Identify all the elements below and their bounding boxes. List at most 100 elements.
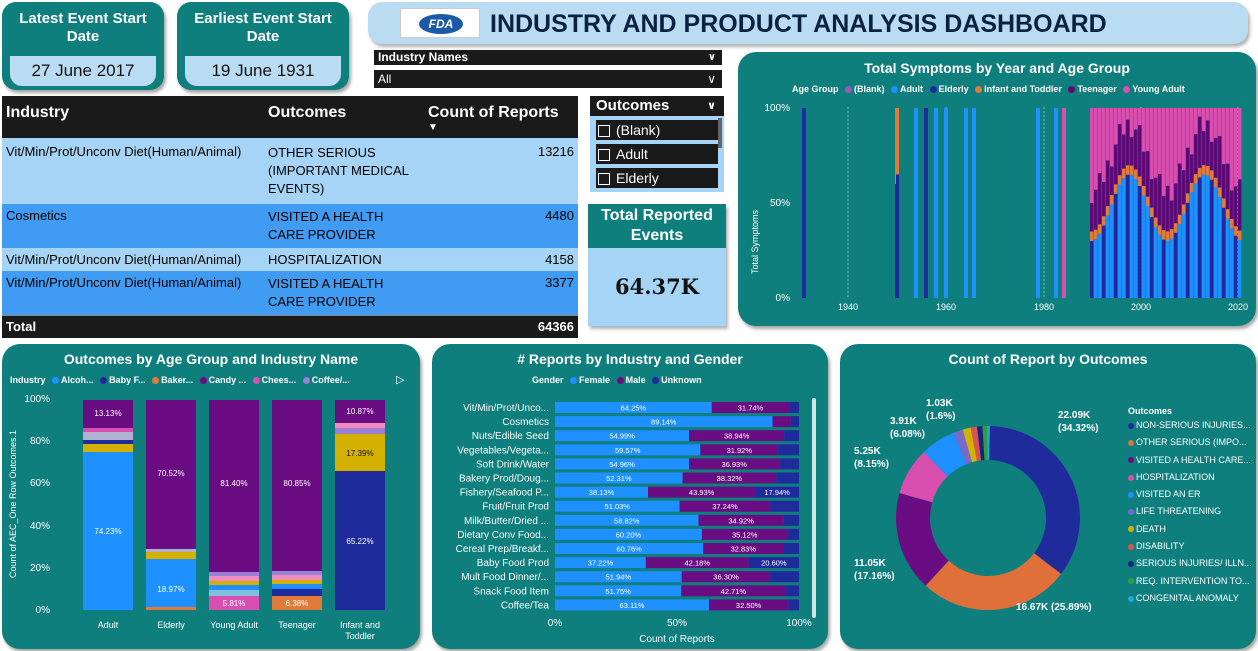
bar-segment[interactable] (209, 576, 259, 581)
bar-segment (555, 514, 699, 526)
bar-segment[interactable] (209, 400, 259, 572)
legend-next-icon[interactable]: ▷ (396, 374, 405, 386)
bar-segment[interactable] (83, 444, 133, 452)
bar-segment[interactable] (83, 440, 133, 444)
bar-segment (700, 444, 779, 456)
bar-segment[interactable] (272, 589, 322, 596)
bar-segment[interactable] (272, 571, 322, 575)
category-label: Cereal Prep/Breakf... (456, 544, 549, 555)
symptom-bar (1154, 177, 1158, 218)
slicer-item[interactable]: (Blank) (596, 120, 718, 140)
scrollbar[interactable] (812, 398, 816, 618)
bar-segment (648, 486, 756, 498)
x-category: Infant and Toddler (339, 620, 381, 641)
checkbox-icon[interactable] (598, 173, 610, 186)
legend-item: Baby F... (109, 375, 146, 385)
chevron-down-icon[interactable]: ∨ (707, 72, 716, 86)
bar-segment[interactable] (209, 590, 259, 596)
bar-segment (555, 486, 649, 498)
bar-segment[interactable] (272, 575, 322, 580)
symptom-bar (1234, 186, 1238, 227)
bar-segment[interactable] (272, 400, 322, 571)
bar-segment[interactable] (209, 581, 259, 585)
bar-segment (555, 416, 773, 428)
bar-label: 42.18% (685, 559, 711, 568)
legend-dot (1128, 526, 1134, 533)
legend-label: DEATH (1136, 523, 1166, 534)
bar-segment (784, 430, 799, 442)
outcomes-slicer-header[interactable]: Outcomes ∨ (590, 96, 724, 116)
symptom-bar (1214, 177, 1218, 188)
bar-segment[interactable] (209, 596, 259, 610)
bar-segment[interactable] (335, 400, 385, 423)
bar-segment[interactable] (335, 471, 385, 610)
table-row[interactable]: Cosmetics VISITED A HEALTH CARE PROVIDER… (2, 204, 578, 248)
bar-segment[interactable] (335, 428, 385, 434)
symptom-bar (1154, 108, 1158, 178)
bar-segment[interactable] (146, 607, 196, 610)
symptom-bar (1090, 231, 1094, 241)
bar-segment[interactable] (272, 596, 322, 610)
bar-segment[interactable] (272, 580, 322, 584)
col-industry[interactable]: Industry (6, 104, 70, 121)
bar-segment[interactable] (83, 428, 133, 432)
table-row[interactable]: Vit/Min/Prot/Unconv Diet(Human/Animal) H… (2, 248, 578, 271)
symptom-bar (1226, 209, 1230, 219)
checkbox-icon[interactable] (598, 125, 610, 138)
industry-filter[interactable]: Industry Names ∨ All ∨ (374, 50, 722, 92)
slicer-item[interactable]: Elderly (596, 168, 718, 188)
bar-segment[interactable] (272, 584, 322, 589)
symptom-bar (924, 108, 928, 298)
symptom-bar (1162, 230, 1166, 240)
donut-slice (989, 426, 1080, 574)
symptom-bar (1134, 169, 1138, 179)
checkbox-icon[interactable] (598, 149, 610, 162)
slicer-item-label: Elderly (616, 170, 659, 186)
symptom-bar (1166, 185, 1170, 232)
symptom-bar (1154, 217, 1158, 228)
slicer-item[interactable]: Adult (596, 144, 718, 164)
bar-segment[interactable] (146, 552, 196, 559)
symptom-bar (896, 108, 899, 175)
bar-label: 51.03% (605, 502, 631, 511)
bar-segment[interactable] (209, 572, 259, 576)
table-row[interactable]: Vit/Min/Prot/Unconv Diet(Human/Animal) V… (2, 271, 578, 316)
category-label: Milk/Butter/Dried ... (464, 516, 549, 527)
bar-segment[interactable] (83, 432, 133, 440)
legend-item: Teenager (1077, 84, 1117, 94)
legend-dot (1128, 439, 1134, 446)
bar-segment[interactable] (83, 400, 133, 428)
symptom-bar (1170, 238, 1174, 298)
donut-slice (925, 553, 1062, 610)
legend-item: Elderly (938, 84, 969, 94)
x-tick: 1980 (1034, 302, 1054, 312)
table-row[interactable]: Vit/Min/Prot/Unconv Diet(Human/Animal) O… (2, 138, 578, 204)
bar-segment (555, 599, 709, 611)
bar-segment[interactable] (146, 400, 196, 549)
industry-filter-select[interactable]: All ∨ (374, 70, 722, 88)
data-label: 11.05K (854, 558, 886, 569)
symptom-bar (1102, 108, 1106, 183)
chevron-down-icon[interactable]: ∨ (707, 100, 716, 112)
slicer-scrollbar[interactable] (718, 118, 722, 148)
bar-segment[interactable] (335, 434, 385, 471)
legend-item: Infant and Toddler (984, 84, 1062, 94)
bar-segment[interactable] (209, 585, 259, 590)
legend-item: OTHER SERIOUS (IMPO... (1128, 437, 1252, 454)
col-outcomes[interactable]: Outcomes (268, 104, 347, 121)
symptom-bar (1162, 239, 1166, 298)
symptom-bar (1190, 154, 1194, 183)
bar-segment (708, 599, 789, 611)
col-count[interactable]: Count of Reports ▼ (424, 96, 578, 138)
symptom-bar (1214, 187, 1218, 298)
bar-segment[interactable] (146, 549, 196, 552)
bar-label: 65.22% (346, 537, 373, 546)
bar-segment[interactable] (335, 423, 385, 428)
symptom-bar (1106, 215, 1110, 298)
bar-segment[interactable] (146, 559, 196, 607)
bar-segment[interactable] (83, 452, 133, 610)
symptom-bar (1098, 224, 1102, 234)
symptom-bar (1126, 174, 1130, 298)
donut-plot: 22.09K (34.32%) 16.67K (25.89%) 11.05K (17.1… (854, 398, 1099, 613)
symptom-bar (1190, 108, 1194, 155)
